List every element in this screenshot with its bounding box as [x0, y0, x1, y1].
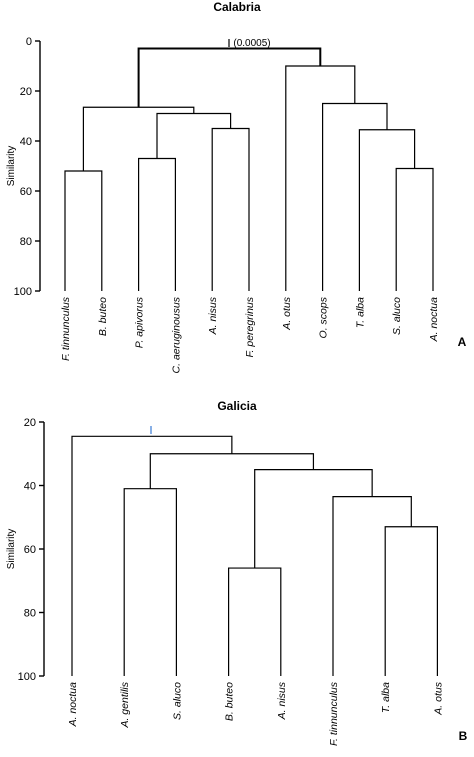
leaf-label: S. aluco [391, 297, 403, 335]
leaf-label: O. scops [318, 296, 330, 338]
leaf-label: A. noctua [67, 682, 79, 728]
dendrogram-branch [358, 129, 416, 291]
dendrogram-panel-calabria: Calabria 0 20 40 60 80 100 Similarity F. tinnunc… [6, 0, 467, 373]
leaf-label: A. nisus [207, 296, 219, 335]
chart-title: Galicia [217, 399, 257, 413]
leaf-label: T. alba [380, 682, 392, 713]
y-tick-label: 20 [20, 86, 32, 98]
dendrogram-branch [149, 453, 315, 489]
chart-title: Calabria [213, 0, 261, 14]
y-tick-label: 20 [24, 417, 36, 429]
y-tick-label: 40 [24, 481, 36, 493]
leaf-label: T. alba [354, 297, 366, 328]
leaf-label: A. otus [432, 681, 444, 715]
dendrogram-branch [285, 65, 356, 291]
y-tick-label: 80 [20, 236, 32, 248]
dendrogram-branch [137, 47, 322, 108]
dendrogram-branch [64, 170, 103, 291]
y-tick-label: 100 [14, 286, 32, 298]
dendrogram-branch [123, 488, 177, 676]
dendrogram-branch [71, 435, 233, 676]
dendrogram-panel-galicia: Galicia 20 40 60 80 100 Similarity A. noctua A. … [6, 399, 468, 746]
annotation-label: (0.0005) [233, 38, 270, 49]
y-tick-label: 80 [24, 608, 36, 620]
dendrogram-branch [156, 112, 232, 159]
leaf-label: F. tinnunculus [328, 681, 340, 746]
leaf-label: A. otus [281, 296, 293, 330]
panel-label: A [458, 335, 467, 349]
y-axis-label: Similarity [6, 146, 17, 187]
leaf-label: C. aeruginousus [170, 296, 182, 373]
leaf-label: A. nisus [276, 681, 288, 720]
panel-label: B [459, 729, 468, 743]
leaf-label: P. apivorus [134, 296, 146, 348]
y-tick-label: 100 [18, 671, 36, 683]
dendrogram-branch [138, 157, 176, 291]
leaf-label: B. buteo [224, 682, 236, 721]
dendrogram-branch [322, 102, 388, 291]
y-axis-label: Similarity [6, 529, 17, 570]
leaf-label: F. tinnunculus [60, 296, 72, 361]
y-tick-label: 0 [26, 36, 32, 48]
leaf-label: S. aluco [171, 682, 183, 720]
dendrogram-branch [228, 567, 282, 676]
leaf-label: A. noctua [428, 297, 440, 343]
dendrogram-branch [254, 469, 373, 569]
dendrogram-branch [332, 496, 412, 676]
dendrogram-branch [395, 167, 434, 291]
dendrogram-branch [211, 127, 250, 291]
leaf-label: A. gentilis [119, 681, 131, 728]
y-tick-label: 60 [20, 186, 32, 198]
dendrogram-branch [384, 526, 438, 676]
leaf-label: B. buteo [97, 297, 109, 336]
y-tick-label: 60 [24, 544, 36, 556]
y-tick-label: 40 [20, 136, 32, 148]
leaf-label: F. peregrinus [244, 296, 256, 357]
